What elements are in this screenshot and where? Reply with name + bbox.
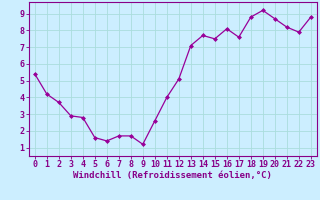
- X-axis label: Windchill (Refroidissement éolien,°C): Windchill (Refroidissement éolien,°C): [73, 171, 272, 180]
